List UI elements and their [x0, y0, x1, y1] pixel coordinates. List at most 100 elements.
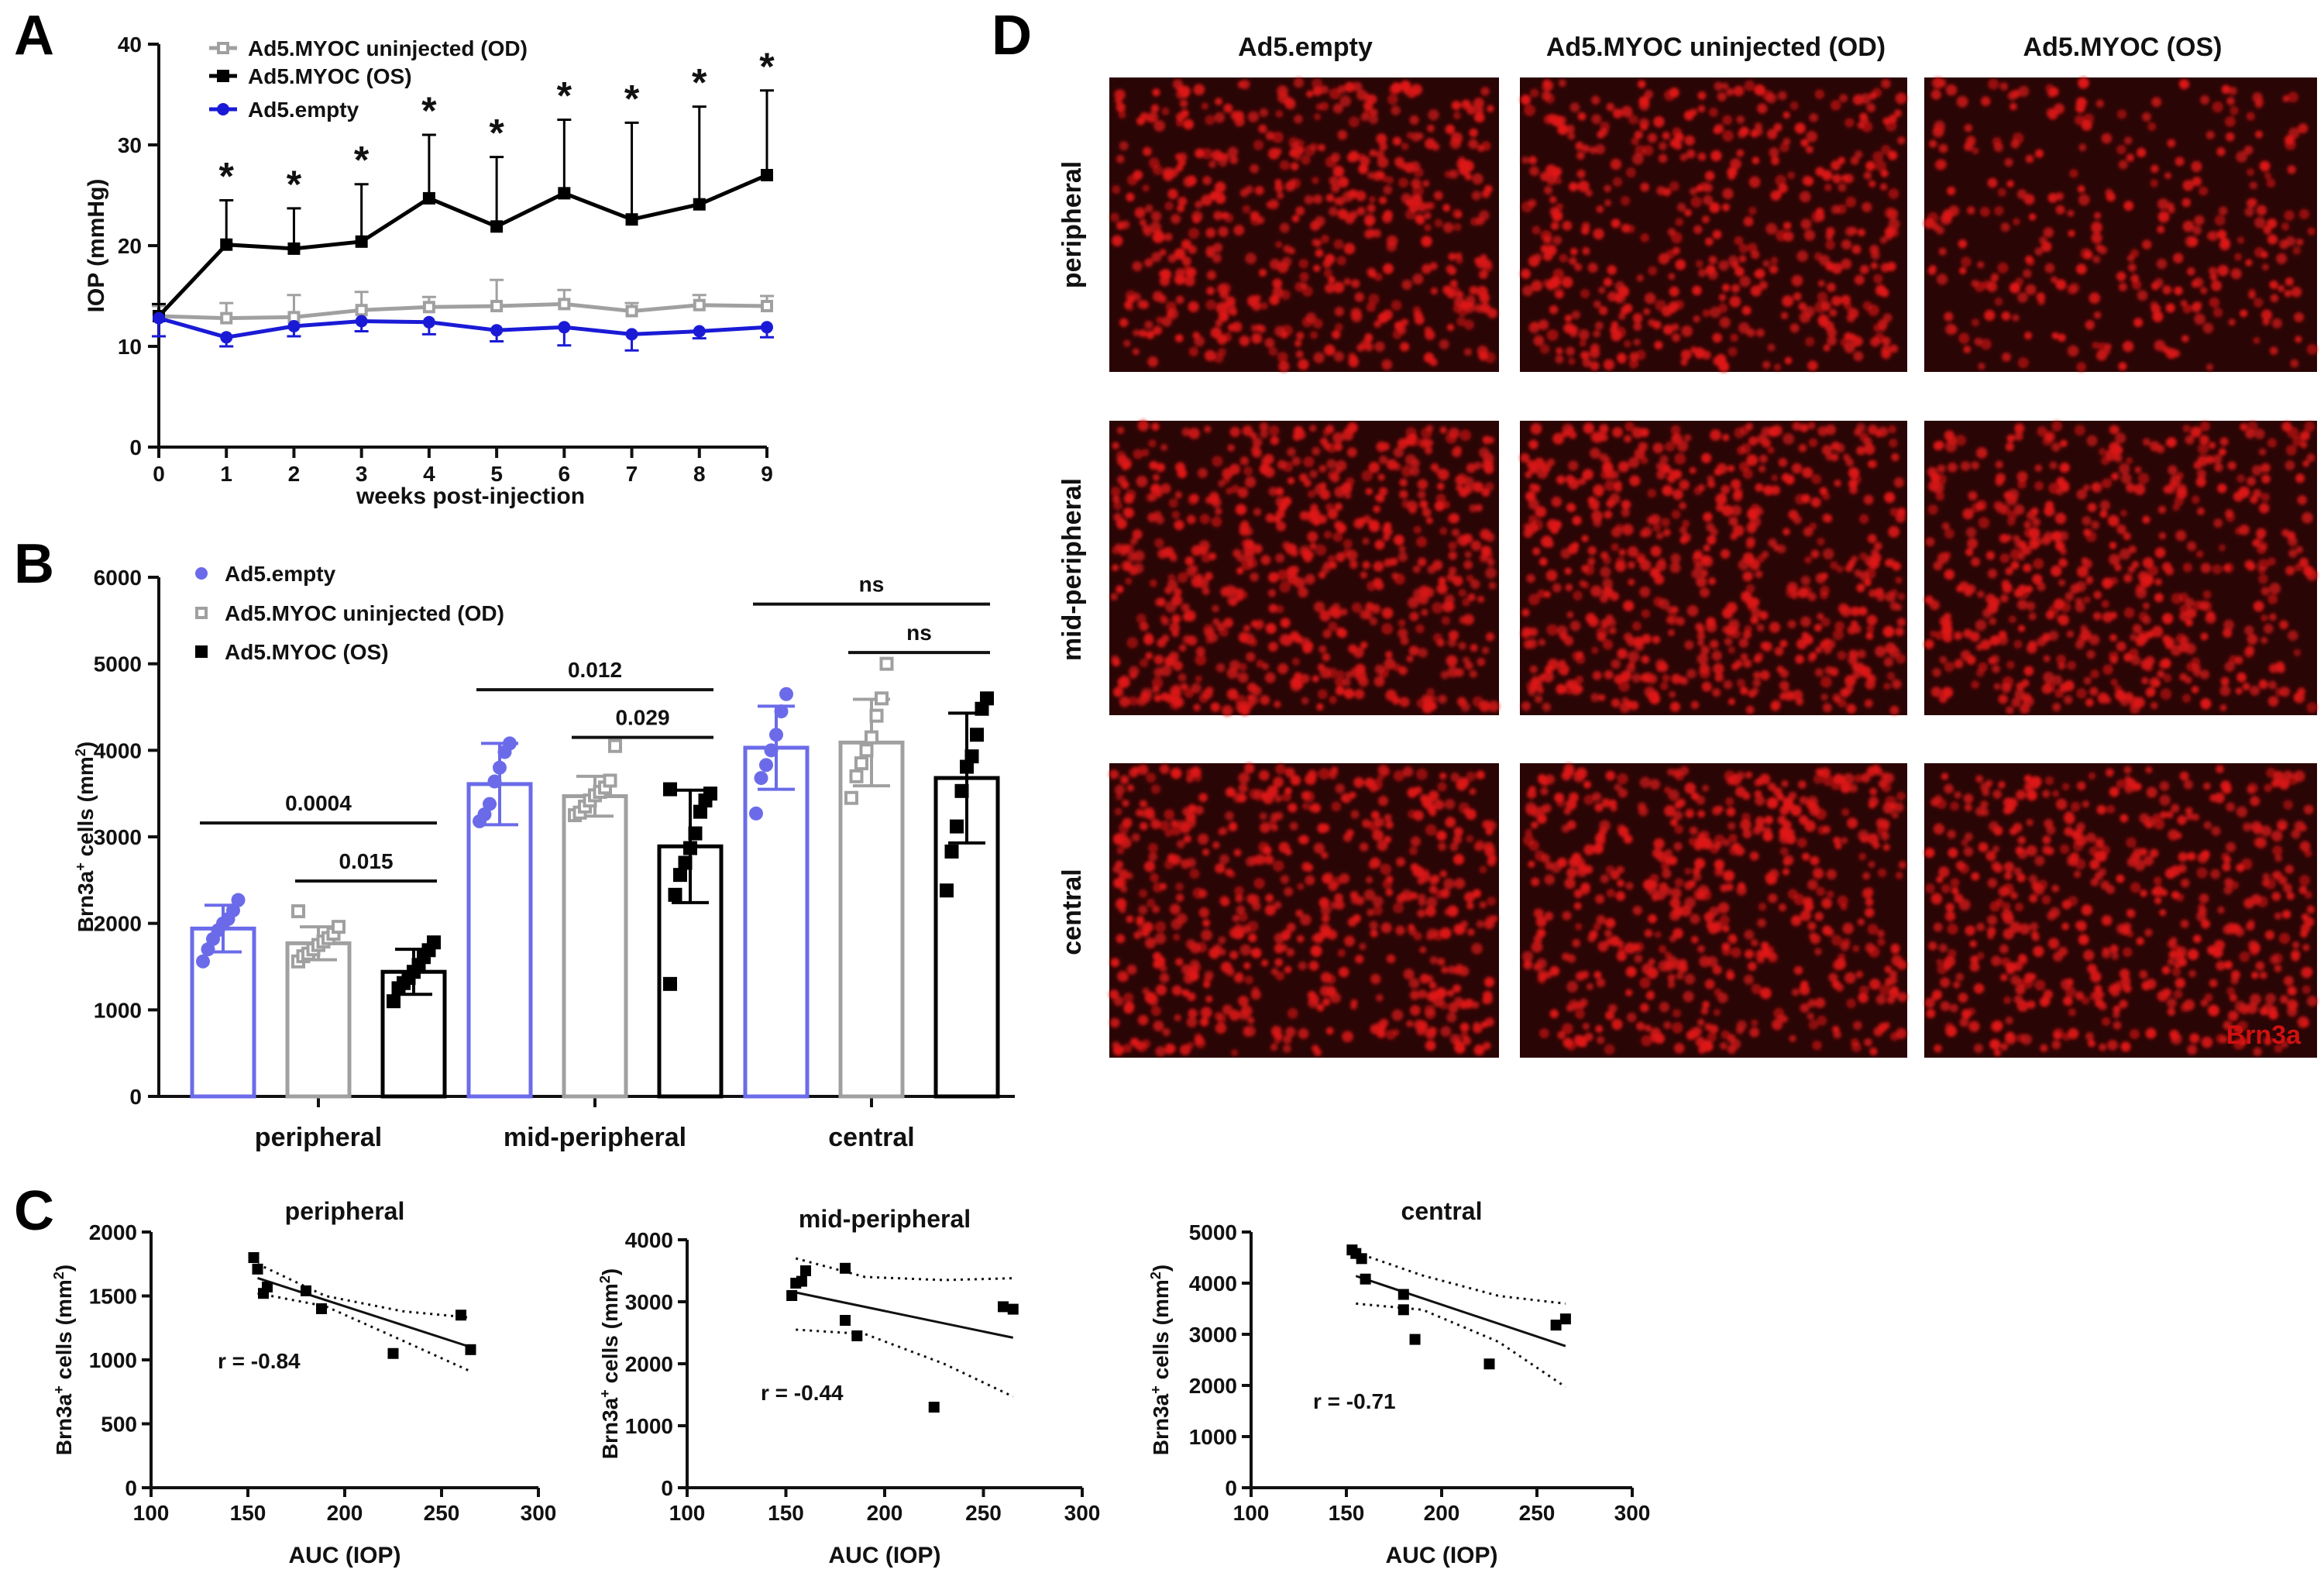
- nucleus: [2302, 944, 2310, 952]
- nucleus: [1672, 333, 1681, 342]
- nucleus: [1150, 104, 1160, 112]
- nucleus: [1684, 135, 1695, 146]
- nucleus: [1825, 232, 1834, 241]
- nuclei: [1520, 422, 1906, 715]
- nucleus: [1596, 835, 1607, 846]
- nucleus: [1179, 99, 1188, 108]
- nucleus: [1204, 573, 1212, 581]
- nucleus: [1826, 869, 1837, 880]
- nucleus: [1697, 638, 1705, 646]
- nucleus: [1875, 994, 1886, 1005]
- y-tick-label: 40: [118, 33, 142, 57]
- nucleus: [1641, 655, 1650, 664]
- nucleus: [1231, 322, 1243, 332]
- nucleus: [1177, 196, 1188, 206]
- nucleus: [2284, 277, 2294, 287]
- nucleus: [1850, 606, 1861, 617]
- nucleus: [2123, 201, 2134, 211]
- nucleus: [1554, 177, 1563, 185]
- nucleus: [1844, 301, 1852, 311]
- nucleus: [1528, 860, 1535, 868]
- nucleus: [1889, 970, 1898, 979]
- nucleus: [1849, 485, 1858, 494]
- nucleus: [1232, 914, 1239, 922]
- nucleus: [2075, 640, 2085, 649]
- nucleus: [2181, 198, 2192, 208]
- nucleus: [2249, 181, 2258, 190]
- nucleus: [1274, 811, 1284, 821]
- nucleus: [1236, 554, 1245, 563]
- nucleus: [2168, 951, 2176, 958]
- data-point: [625, 305, 638, 318]
- nucleus: [1692, 867, 1701, 876]
- nucleus: [1320, 85, 1329, 95]
- nucleus: [2026, 601, 2036, 611]
- nucleus: [2227, 1010, 2239, 1021]
- nucleus: [2300, 430, 2310, 441]
- nucleus: [1688, 879, 1697, 888]
- nucleus: [1192, 215, 1201, 224]
- nucleus: [1133, 931, 1142, 940]
- nucleus: [1335, 676, 1346, 687]
- nucleus: [2218, 544, 2226, 552]
- nucleus: [1636, 274, 1644, 282]
- nucleus: [1551, 496, 1563, 508]
- nucleus: [2101, 915, 2113, 926]
- nucleus: [2133, 847, 2143, 858]
- nucleus: [1463, 319, 1475, 330]
- nucleus: [1538, 1028, 1549, 1039]
- nucleus: [1159, 972, 1170, 983]
- nucleus: [1932, 482, 1944, 494]
- nucleus: [1417, 909, 1426, 918]
- nucleus: [1854, 274, 1865, 285]
- nucleus: [1829, 667, 1839, 676]
- nucleus: [1820, 693, 1828, 701]
- nucleus: [2200, 698, 2212, 710]
- nucleus: [1624, 422, 1635, 432]
- nucleus: [1576, 151, 1585, 160]
- nucleus: [1947, 186, 1956, 195]
- y-axis-label-part: cells (mm: [52, 1279, 76, 1385]
- nucleus: [1396, 857, 1405, 867]
- nucleus: [2250, 685, 2260, 696]
- nucleus: [1161, 634, 1170, 643]
- nucleus: [1129, 537, 1138, 545]
- nucleus: [2296, 238, 2304, 246]
- nucleus: [1988, 78, 1999, 90]
- nucleus: [1264, 672, 1276, 683]
- nucleus: [1700, 645, 1710, 655]
- nucleus: [1871, 552, 1882, 563]
- nucleus: [2006, 494, 2018, 506]
- nucleus: [1806, 800, 1816, 810]
- nucleus: [1318, 515, 1327, 524]
- nucleus: [1628, 661, 1635, 669]
- nucleus: [1624, 435, 1632, 443]
- nucleus: [1746, 454, 1758, 466]
- nucleus: [1408, 432, 1418, 442]
- nucleus: [1932, 667, 1941, 677]
- nucleus: [1321, 914, 1330, 923]
- nucleus: [1144, 807, 1155, 817]
- nucleus: [2129, 633, 2137, 642]
- nucleus: [1453, 1041, 1465, 1053]
- y-axis-label-part: Brn3a: [1149, 1393, 1173, 1455]
- nucleus: [1296, 934, 1305, 943]
- nucleus: [1640, 673, 1650, 683]
- nucleus: [2069, 169, 2078, 178]
- nucleus: [1690, 935, 1699, 944]
- correlation-annotation: r = -0.44: [761, 1381, 844, 1405]
- nuclei: [1924, 765, 2318, 1057]
- nucleus: [1767, 446, 1775, 454]
- nucleus: [1439, 772, 1447, 780]
- nucleus: [1528, 840, 1540, 852]
- nucleus: [1195, 675, 1202, 683]
- nucleus: [1702, 350, 1711, 360]
- nucleus: [1718, 260, 1729, 271]
- nucleus: [2067, 209, 2075, 217]
- individual-point: [483, 797, 497, 811]
- nucleus: [1596, 1036, 1605, 1045]
- nucleus: [1243, 1026, 1251, 1034]
- nucleus: [1549, 196, 1557, 204]
- nucleus: [1945, 84, 1958, 96]
- nucleus: [2146, 786, 2157, 798]
